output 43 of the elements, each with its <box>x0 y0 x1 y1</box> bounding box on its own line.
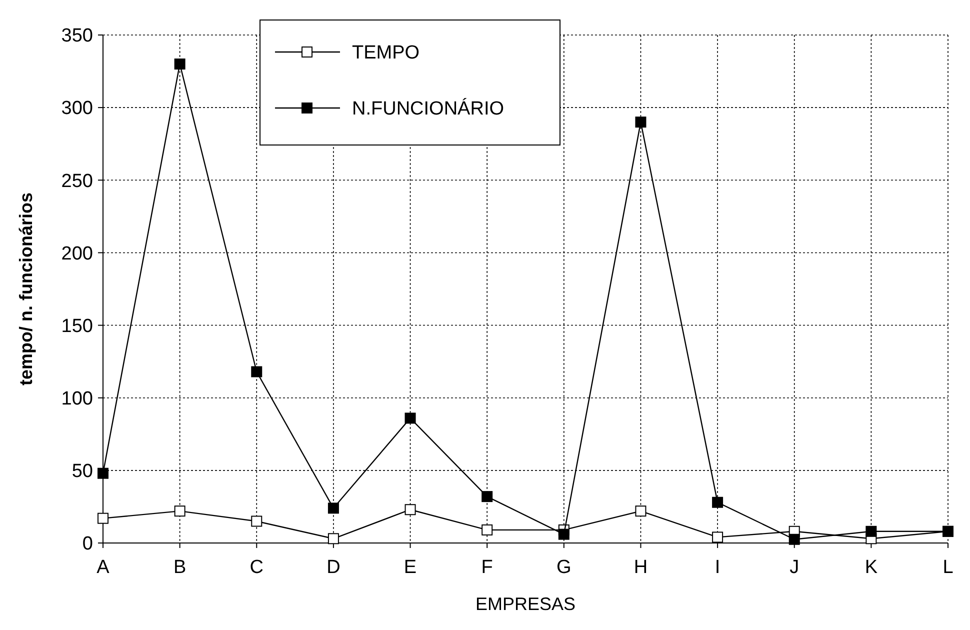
x-tick-label: I <box>714 557 720 578</box>
point <box>866 526 877 537</box>
point <box>328 502 339 514</box>
x-tick-label: E <box>404 557 417 578</box>
point <box>635 116 646 128</box>
y-tick-label: 250 <box>61 170 93 192</box>
x-tick-label: H <box>634 557 648 578</box>
x-tick-label: A <box>96 557 110 578</box>
x-tick-label: J <box>790 557 800 578</box>
y-tick-label: 150 <box>61 316 93 337</box>
point <box>404 412 416 424</box>
point <box>98 468 108 479</box>
point <box>482 491 493 502</box>
y-tick-label: 100 <box>61 388 93 410</box>
point <box>712 496 724 508</box>
y-tick-label: 50 <box>72 461 93 482</box>
x-tick-label: L <box>942 557 954 578</box>
x-tick-label: C <box>250 557 264 578</box>
legend-label: TEMPO <box>352 42 420 64</box>
y-tick-label: 200 <box>61 243 93 264</box>
point <box>98 512 108 524</box>
point <box>712 532 724 543</box>
x-tick-label: D <box>326 557 340 578</box>
point <box>558 528 570 540</box>
x-tick-label: B <box>173 557 186 578</box>
x-tick-label: K <box>864 557 878 578</box>
point <box>251 366 262 378</box>
y-tick-label: 300 <box>61 98 93 120</box>
point <box>482 524 493 536</box>
y-tick-label: 0 <box>82 534 93 555</box>
x-axis-title: EMPRESAS <box>475 594 576 614</box>
point <box>635 506 646 517</box>
y-axis-title: tempo/ n. funcionários <box>16 192 36 386</box>
y-tick-label: 350 <box>61 26 93 47</box>
point <box>788 534 800 545</box>
point <box>174 506 186 517</box>
x-tick-label: F <box>481 557 493 578</box>
point <box>404 504 416 516</box>
legend-label: N.FUNCIONÁRIO <box>352 98 504 120</box>
point <box>328 533 339 544</box>
point <box>251 516 262 527</box>
point <box>174 58 186 70</box>
x-tick-label: G <box>556 557 572 578</box>
